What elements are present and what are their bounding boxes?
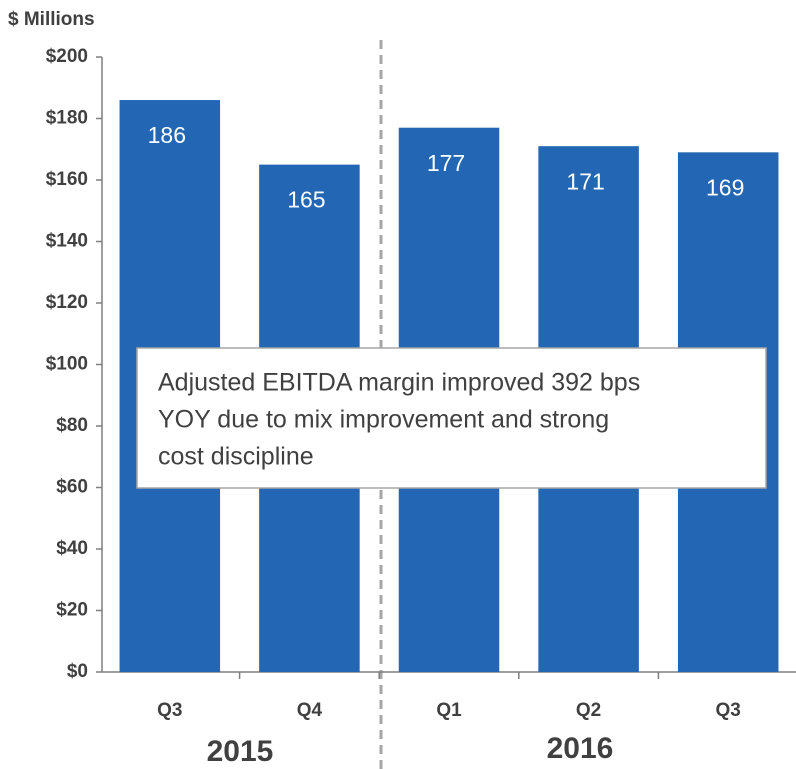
x-tick-label: Q3 [157, 700, 182, 721]
value-label: 171 [566, 168, 604, 194]
annotation-text: YOY due to mix improvement and strong [158, 406, 609, 434]
annotation-text: cost discipline [158, 443, 314, 471]
x-tick-label: Q3 [716, 700, 741, 721]
group-label: 2016 [547, 732, 614, 765]
y-tick-label: $80 [56, 415, 88, 436]
y-tick-label: $0 [67, 661, 88, 682]
y-tick-label: $60 [56, 477, 88, 498]
value-label: 165 [287, 187, 325, 213]
y-tick-label: $180 [46, 108, 88, 129]
annotation-text: Adjusted EBITDA margin improved 392 bps [158, 369, 640, 397]
value-label: 186 [148, 122, 186, 148]
y-axis-label: $ Millions [8, 9, 95, 30]
x-tick-label: Q4 [297, 700, 323, 721]
y-tick-label: $40 [56, 538, 88, 559]
y-tick-label: $200 [46, 46, 88, 67]
x-tick-label: Q2 [576, 700, 601, 721]
group-label: 2015 [207, 735, 274, 768]
value-label: 177 [427, 150, 465, 176]
y-tick-label: $140 [46, 231, 88, 252]
y-tick-label: $120 [46, 292, 88, 313]
x-tick-label: Q1 [436, 700, 462, 721]
y-tick-label: $20 [56, 600, 88, 621]
y-tick-label: $160 [46, 169, 88, 190]
annotation-box [136, 347, 767, 489]
value-label: 169 [706, 174, 744, 200]
y-tick-label: $100 [46, 354, 88, 375]
